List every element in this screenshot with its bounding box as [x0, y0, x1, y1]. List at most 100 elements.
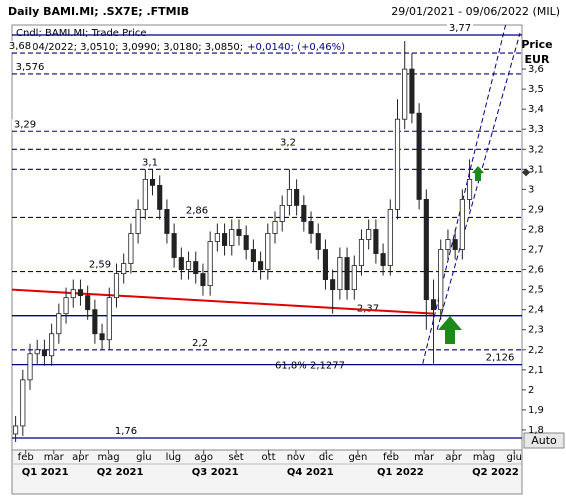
candle-body [157, 184, 163, 210]
candle-body [351, 265, 357, 291]
candle-body [452, 239, 458, 250]
up-arrow-small [472, 166, 484, 181]
level-label: 2,86 [186, 205, 208, 216]
level-label-bg [483, 352, 517, 364]
candle-body [301, 205, 307, 222]
y-tick-label: 2,3 [528, 325, 544, 336]
level-label-bg [183, 205, 211, 217]
level-label-bg [140, 157, 160, 169]
y-tick-label: 3,2 [528, 144, 544, 155]
y-tick-label: 2,2 [528, 345, 544, 356]
y-tick-label: 3,1 [528, 164, 544, 175]
info-values: 22/04/2022; 3,0510; 3,0990; 3,0180; 3,08… [16, 42, 345, 53]
level-label: 2,59 [89, 260, 111, 271]
level-label-bg [11, 119, 39, 131]
candle-body [344, 257, 350, 291]
candle-body [337, 257, 343, 291]
candle-body [99, 333, 105, 341]
level-label: 3,77 [449, 23, 471, 34]
x-tick-label: giu [507, 452, 522, 463]
level-label: 1,76 [115, 426, 137, 437]
info-values-text: 22/04/2022; 3,0510; 3,0990; 3,0180; 3,08… [16, 42, 243, 53]
y-tick-label: 2,4 [528, 305, 544, 316]
info-change: +0,0140; (+0,46%) [247, 42, 345, 53]
candle-body [171, 233, 177, 258]
auto-button[interactable] [523, 432, 565, 449]
candle-body [92, 309, 98, 335]
candle-body [294, 188, 300, 206]
level-label: 3,576 [16, 62, 45, 73]
candle-body [466, 178, 473, 200]
candle-body [13, 425, 19, 435]
candle-body [41, 349, 47, 357]
trendline [436, 32, 521, 330]
y-tick-label: 3,4 [528, 104, 544, 115]
x-tick-label: nov [287, 452, 305, 463]
level-label-bg [13, 61, 47, 73]
x-tick-label: mar [414, 452, 435, 463]
y-tick-label: 3,5 [528, 84, 544, 95]
candle-body [445, 239, 451, 250]
x-tick-label: ott [262, 452, 276, 463]
level-label-bg [190, 337, 210, 349]
candle-body [330, 279, 336, 291]
candle-body [106, 297, 112, 341]
candle-body [222, 233, 228, 246]
candle-body [63, 297, 69, 315]
quarter-label: Q1 2022 [377, 467, 424, 478]
candle-body [402, 68, 408, 120]
candle-body [20, 379, 26, 427]
time-axis [11, 449, 523, 495]
candle-body [236, 229, 242, 236]
x-tick-label: gen [348, 452, 367, 463]
level-label: 2,126 [486, 353, 515, 364]
y-tick-label: 2,8 [528, 224, 544, 235]
y-tick-label: 2,7 [528, 245, 544, 256]
candle-body [142, 178, 148, 210]
y-tick-label: 1,8 [528, 425, 544, 436]
candle-body [56, 313, 62, 335]
candle-body [164, 209, 170, 234]
candle-body [193, 261, 199, 274]
candle-body [416, 112, 422, 200]
candle-body [286, 188, 292, 206]
candle-body [366, 229, 372, 240]
y-tick-label: 2 [528, 385, 534, 396]
level-label-bg [278, 137, 298, 149]
candle-body [85, 295, 91, 311]
quarter-label: Q3 2021 [192, 467, 239, 478]
candle-body [121, 263, 127, 274]
level-label-bg [112, 425, 140, 437]
candle-body [423, 199, 429, 301]
y-tick-label: 2,1 [528, 365, 544, 376]
y-axis-label: Price [521, 38, 552, 51]
y-tick-label: 1,9 [528, 405, 544, 416]
y-tick-label: 2,5 [528, 285, 544, 296]
candle-body [308, 221, 314, 234]
quarter-label: Q1 2021 [22, 467, 69, 478]
candle-body [200, 273, 206, 287]
x-tick-label: ago [194, 452, 213, 463]
info-title: Cndl; BAMI.MI; Trade Price [16, 28, 147, 39]
candle-body [373, 229, 379, 254]
candle-body [149, 178, 156, 186]
x-tick-label: apr [445, 452, 462, 463]
auto-button-label[interactable]: Auto [531, 434, 557, 447]
x-tick-label: mag [97, 452, 119, 463]
level-label-bg [86, 259, 114, 271]
quarter-label: Q2 2021 [97, 467, 144, 478]
candle-body [380, 253, 386, 266]
x-tick-label: feb [383, 452, 399, 463]
y-tick-label: 3,6 [528, 64, 544, 75]
level-label-bg [446, 23, 474, 35]
y-tick-label: 2,6 [528, 265, 544, 276]
candle-body [459, 199, 465, 250]
y-tick-label: 2,9 [528, 204, 544, 215]
candle-body [135, 209, 141, 234]
trendline [422, 24, 507, 364]
candle-body [272, 221, 278, 234]
quarter-label: Q4 2021 [287, 467, 334, 478]
header-range: 29/01/2021 - 09/06/2022 (MIL) [391, 5, 560, 18]
candle-body [409, 68, 415, 114]
x-tick-label: dic [319, 452, 334, 463]
